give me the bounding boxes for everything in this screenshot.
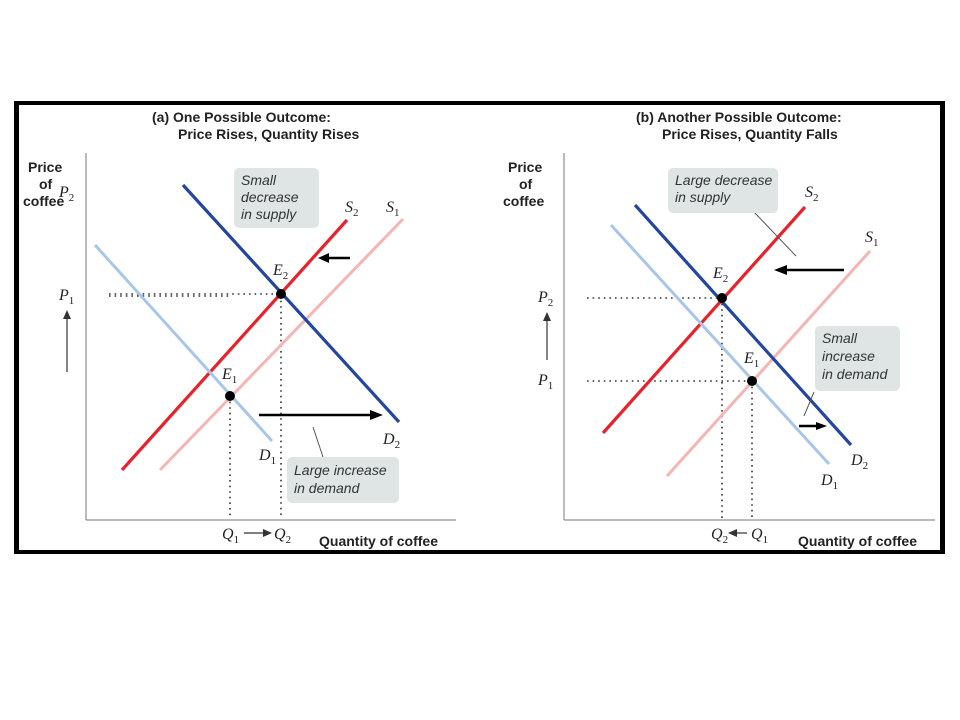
panel-b-p2-label: P2 bbox=[537, 289, 553, 309]
panel-b-supply-note bbox=[668, 168, 778, 213]
panel-a-y-axis-label-1: Price bbox=[28, 159, 62, 175]
panel-a-demand-shift-arrowhead bbox=[370, 410, 383, 420]
panel-b-demand-d2 bbox=[633, 203, 853, 447]
panel-b-supply-s1 bbox=[665, 249, 872, 478]
panel-a-s2-label: S2 bbox=[345, 199, 359, 219]
panel-b-d2-label: D2 bbox=[850, 452, 868, 472]
panel-a-p1-label: P1 bbox=[58, 287, 74, 307]
panel-a-p2-label: P2 bbox=[58, 184, 74, 204]
panel-a-title-line2: Price Rises, Quantity Rises bbox=[178, 126, 360, 142]
panel-b-demand-note-line3: in demand bbox=[822, 366, 889, 382]
panel-a-supply-note-line2: decrease bbox=[241, 189, 299, 205]
panel-b-supply-note-leader bbox=[753, 211, 797, 257]
panel-a-supply-note-line3: in supply bbox=[241, 206, 297, 222]
panel-a-equilibrium-e2 bbox=[276, 289, 286, 299]
panel-a-equilibrium-e1 bbox=[225, 391, 235, 401]
panel-a-q2-label: Q2 bbox=[274, 526, 291, 546]
panel-b-e1-label: E1 bbox=[743, 350, 759, 370]
panel-b-e2-label: E2 bbox=[712, 265, 728, 285]
panel-b-demand-note-line2: increase bbox=[822, 348, 875, 364]
supply-demand-diagram: (a) One Possible Outcome: Price Rises, Q… bbox=[23, 109, 935, 549]
panel-b-demand-note-line1: Small bbox=[822, 330, 858, 346]
panel-a-supply-s2 bbox=[120, 218, 349, 472]
panel-b-demand-d1 bbox=[609, 223, 831, 466]
panel-b-demand-shift-arrowhead bbox=[816, 422, 827, 430]
panel-a-demand-note-line1: Large increase bbox=[294, 462, 387, 478]
panel-a-e1-label: E1 bbox=[221, 366, 237, 386]
panel-a-demand-d1 bbox=[93, 243, 274, 443]
panel-b-demand-note bbox=[815, 326, 900, 391]
panel-a-d1-label: D1 bbox=[258, 447, 276, 467]
panel-b-price-arrowhead bbox=[543, 312, 551, 321]
panel-b: (b) Another Possible Outcome: Price Rise… bbox=[503, 109, 935, 549]
panel-a-x-axis-label: Quantity of coffee bbox=[319, 533, 438, 549]
panel-b-y-axis-label-2: of bbox=[519, 176, 533, 192]
panel-b-equilibrium-e2 bbox=[717, 293, 727, 303]
panel-a-demand-note-line2: in demand bbox=[294, 480, 361, 496]
panel-a-d2-label: D2 bbox=[382, 431, 400, 451]
panel-a: (a) One Possible Outcome: Price Rises, Q… bbox=[23, 109, 456, 549]
figure-frame: (a) One Possible Outcome: Price Rises, Q… bbox=[14, 101, 945, 554]
panel-a-demand-note bbox=[287, 457, 399, 503]
panel-b-supply-note-line2: in supply bbox=[675, 189, 731, 205]
panel-b-title-line2: Price Rises, Quantity Falls bbox=[662, 126, 838, 142]
panel-a-supply-shift-arrowhead bbox=[318, 253, 329, 263]
panel-b-supply-shift-arrowhead bbox=[774, 265, 787, 275]
panel-b-quantity-arrowhead bbox=[728, 529, 737, 537]
panel-a-supply-s1 bbox=[158, 217, 405, 472]
panel-b-y-axis-label-1: Price bbox=[508, 159, 542, 175]
panel-a-demand-note-leader bbox=[312, 426, 324, 458]
panel-b-q1-label: Q1 bbox=[751, 526, 768, 546]
panel-a-q1-label: Q1 bbox=[222, 526, 239, 546]
panel-b-p1-label: P1 bbox=[537, 372, 553, 392]
panel-b-title-line1: (b) Another Possible Outcome: bbox=[636, 109, 842, 125]
panel-b-supply-note-line1: Large decrease bbox=[675, 172, 773, 188]
panel-b-s2-label: S2 bbox=[805, 184, 819, 204]
figure-panel: (a) One Possible Outcome: Price Rises, Q… bbox=[19, 105, 940, 550]
panel-a-y-axis-label-2: of bbox=[39, 176, 53, 192]
panel-a-supply-note bbox=[234, 168, 319, 228]
panel-a-s1-label: S1 bbox=[386, 199, 400, 219]
panel-a-demand-d2 bbox=[181, 183, 401, 424]
panel-b-demand-note-leader bbox=[803, 391, 815, 417]
panel-a-supply-note-line1: Small bbox=[241, 172, 277, 188]
panel-b-supply-s2 bbox=[601, 205, 807, 435]
panel-b-d1-label: D1 bbox=[820, 472, 838, 492]
panel-b-x-axis-label: Quantity of coffee bbox=[798, 533, 917, 549]
panel-a-e2-label: E2 bbox=[272, 262, 288, 282]
panel-a-y-axis-label-3: coffee bbox=[23, 193, 64, 209]
panel-b-y-axis-label-3: coffee bbox=[503, 193, 544, 209]
panel-b-equilibrium-e1 bbox=[747, 376, 757, 386]
panel-a-price-arrowhead bbox=[63, 310, 71, 319]
panel-b-q2-label: Q2 bbox=[711, 526, 728, 546]
panel-a-title-line1: (a) One Possible Outcome: bbox=[152, 109, 331, 125]
panel-b-s1-label: S1 bbox=[865, 229, 879, 249]
panel-a-quantity-arrowhead bbox=[263, 529, 272, 537]
